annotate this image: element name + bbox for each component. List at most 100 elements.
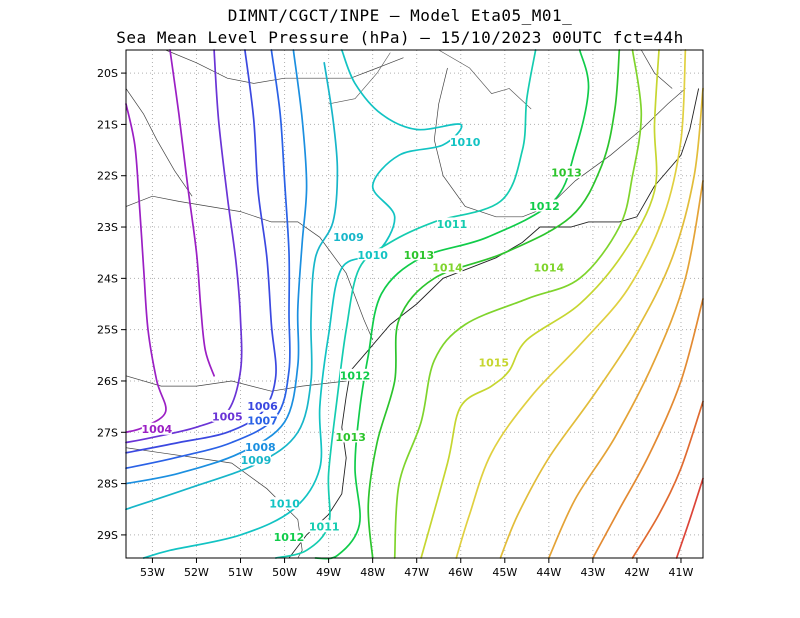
isobar-label-bg	[247, 413, 278, 426]
lat-tick-label: 26S	[97, 375, 118, 388]
isobar-label-bg	[478, 356, 509, 369]
isobar-label-bg	[269, 497, 300, 510]
geography-layer	[125, 49, 700, 559]
isobar-label: 1012	[340, 369, 371, 382]
chart-title-line1: DIMNT/CGCT/INPE – Model Eta05_M01_	[227, 6, 573, 25]
isobar-label-layer: 1004100510061007100810091009101010101010…	[142, 135, 582, 544]
lat-tick-label: 28S	[97, 478, 118, 491]
isobar-label: 1013	[335, 431, 366, 444]
isobar-label-bg	[212, 409, 243, 422]
isobar-label: 1011	[309, 521, 340, 534]
lon-tick-label: 50W	[272, 566, 297, 579]
river-line	[438, 49, 532, 110]
state-border	[165, 49, 404, 84]
state-border	[433, 67, 686, 218]
isobar-1019	[592, 298, 704, 559]
isobar-label: 1006	[247, 400, 278, 413]
lon-tick-label: 52W	[184, 566, 209, 579]
isobar-label-bg	[436, 217, 467, 230]
isobar-1013	[367, 49, 621, 559]
isobar-label: 1005	[212, 410, 243, 423]
isobar-label-bg	[403, 248, 434, 261]
isobar-label: 1007	[247, 414, 278, 427]
isobar-label-bg	[529, 199, 560, 212]
isobar-label: 1009	[333, 231, 364, 244]
lat-tick-label: 27S	[97, 426, 118, 439]
isobar-label: 1013	[551, 167, 582, 180]
lon-tick-label: 45W	[492, 566, 517, 579]
lat-tick-label: 23S	[97, 221, 118, 234]
isobar-1015	[420, 49, 660, 559]
isobar-1012	[314, 49, 590, 560]
isobar-label: 1010	[357, 249, 388, 262]
isobar-label: 1014	[534, 262, 565, 275]
axis-tick-layer: 53W 52W 51W 50W 49W 48W 47W 46W 45W 44W 43W 42W 41W 2…	[97, 67, 694, 579]
lat-tick-label: 24S	[97, 272, 118, 285]
state-border	[125, 88, 193, 197]
isobar-label-bg	[240, 453, 271, 466]
state-border	[125, 447, 303, 559]
isobar-label-bg	[340, 368, 371, 381]
lat-tick-label: 21S	[97, 118, 118, 131]
isobar-1016	[455, 49, 687, 559]
isobar-label-bg	[309, 520, 340, 533]
isobar-1021	[675, 477, 704, 559]
isobar-layer	[125, 49, 704, 560]
lon-tick-label: 44W	[536, 566, 561, 579]
coastline	[288, 88, 700, 559]
isobar-label: 1004	[142, 423, 173, 436]
isobar-1009	[125, 61, 339, 511]
isobar-1014	[393, 49, 643, 559]
isobar-label: 1008	[245, 441, 276, 454]
lon-tick-label: 49W	[316, 566, 341, 579]
isobar-1005	[125, 49, 243, 444]
lat-tick-label: 25S	[97, 324, 118, 337]
lat-tick-label: 29S	[97, 529, 118, 542]
isobar-label-bg	[450, 135, 481, 148]
isobar-1018	[547, 179, 704, 559]
isobar-1020	[631, 400, 704, 559]
grid-lines	[126, 50, 703, 558]
chart-title-line2: Sea Mean Level Pressure (hPa) – 15/10/20…	[116, 28, 684, 47]
lon-tick-label: 42W	[624, 566, 649, 579]
state-border	[125, 375, 347, 392]
lat-tick-label: 20S	[97, 67, 118, 80]
isobar-label-bg	[551, 166, 582, 179]
isobar-label-bg	[333, 230, 364, 243]
isobar-label: 1010	[269, 498, 300, 511]
river-line	[328, 52, 391, 105]
lon-tick-label: 51W	[228, 566, 253, 579]
isobar-label-bg	[432, 261, 463, 274]
lon-tick-label: 48W	[360, 566, 385, 579]
isobar-label-bg	[273, 530, 304, 543]
lon-tick-label: 41W	[669, 566, 694, 579]
isobar-label: 1014	[432, 262, 463, 275]
isobar-label-bg	[247, 399, 278, 412]
isobar-label: 1013	[404, 249, 435, 262]
isobar-label: 1012	[529, 200, 560, 213]
isobar-label-bg	[335, 430, 366, 443]
lon-tick-label: 43W	[580, 566, 605, 579]
isobar-label-bg	[245, 440, 276, 453]
isobar-1017	[499, 87, 704, 559]
isobar-label-bg	[357, 248, 388, 261]
lon-tick-label: 46W	[448, 566, 473, 579]
plot-border	[125, 49, 704, 559]
isobar-label: 1012	[274, 531, 305, 544]
isobar-1007	[125, 49, 291, 470]
isobar-label-bg	[533, 261, 564, 274]
isobar-label: 1010	[450, 136, 481, 149]
plot-area	[126, 50, 703, 558]
isobar-1010	[142, 49, 463, 559]
isobar-label: 1015	[478, 357, 509, 370]
lon-tick-label: 53W	[140, 566, 165, 579]
isobar-label: 1009	[241, 454, 272, 467]
lon-tick-label: 47W	[404, 566, 429, 579]
lat-tick-label: 22S	[97, 170, 118, 183]
isobar-label: 1011	[437, 218, 468, 231]
state-border	[640, 49, 673, 89]
isobar-label-bg	[141, 422, 172, 435]
isobar-1004	[169, 49, 215, 377]
